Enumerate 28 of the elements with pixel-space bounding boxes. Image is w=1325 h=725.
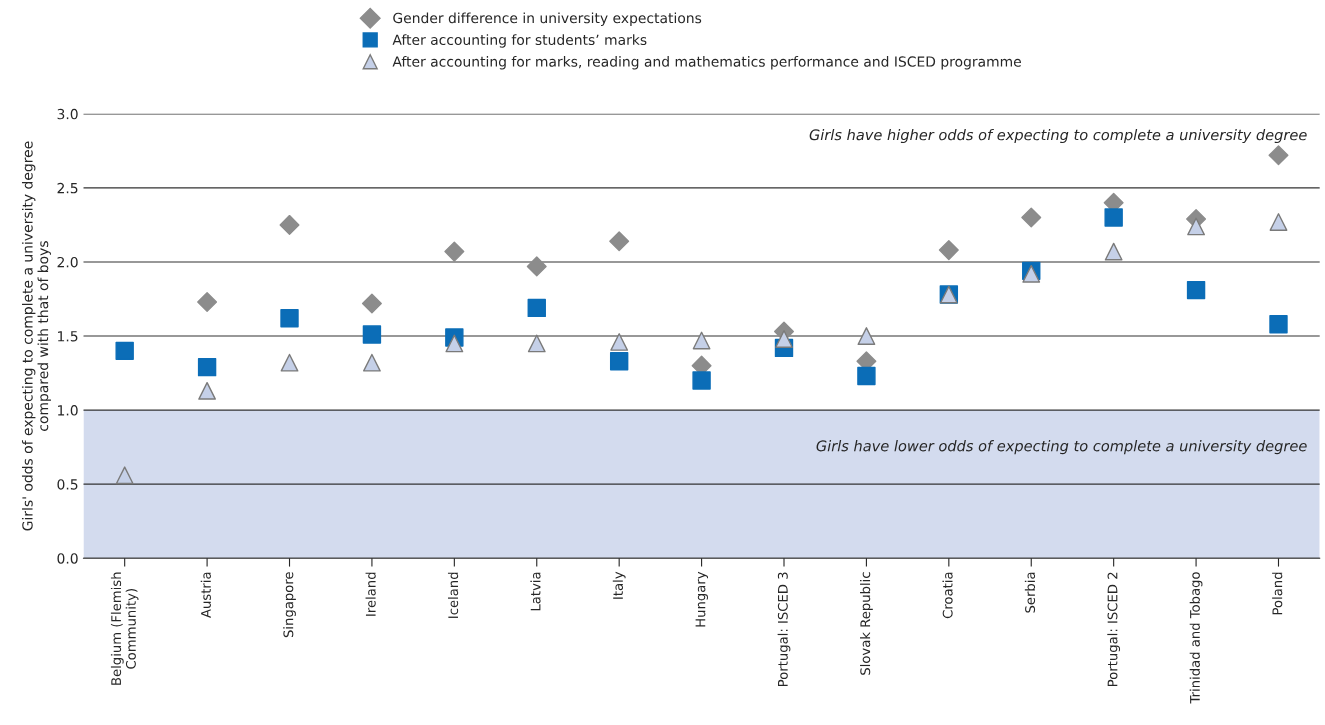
x-tick-label: Ireland <box>365 572 376 616</box>
x-tick-label: Italy <box>612 571 626 599</box>
x-tick-label: Hungary <box>695 571 708 627</box>
x-tick-label: Poland <box>1272 572 1283 615</box>
x-tick-label: Portugal: ISCED 3 <box>777 572 791 686</box>
x-tick-label: Portugal: ISCED 2 <box>1107 572 1121 686</box>
annotation: Girls have lower odds of expecting to complete a university degree <box>816 440 1307 455</box>
x-tick-label: Austria <box>200 572 211 618</box>
y-tick-label: 2.0 <box>57 256 78 268</box>
x-tick-label: Slovak Republic <box>860 572 873 675</box>
y-tick-label: 3.0 <box>57 108 78 120</box>
x-tick-label: Belgium (Flemish Community) <box>110 572 139 685</box>
legend-label: After accounting for marks, reading and mathematics performance and ISCED programme <box>392 56 1021 70</box>
x-tick-label: Latvia <box>530 572 541 611</box>
y-tick-label: 2.5 <box>57 182 78 194</box>
x-tick-label: Iceland <box>447 572 459 618</box>
y-tick-label: 1.0 <box>58 405 78 416</box>
y-axis-title: Girls' odds of expecting to complete a university degree compared with that of boys <box>21 141 51 531</box>
y-tick-label: 1.5 <box>58 331 78 342</box>
x-tick-label: Singapore <box>283 572 296 638</box>
x-tick-label: Croatia <box>942 572 953 619</box>
x-tick-label: Serbia <box>1024 572 1036 613</box>
x-tick-label: Trinidad and Tobago <box>1189 572 1203 704</box>
y-tick-label: 0.5 <box>57 479 78 490</box>
legend-label: After accounting for students’ marks <box>392 34 647 48</box>
annotation: Girls have higher odds of expecting to complete a university degree <box>809 128 1307 144</box>
y-tick-label: 0.0 <box>57 553 78 564</box>
legend-label: Gender difference in university expectations <box>393 12 702 26</box>
